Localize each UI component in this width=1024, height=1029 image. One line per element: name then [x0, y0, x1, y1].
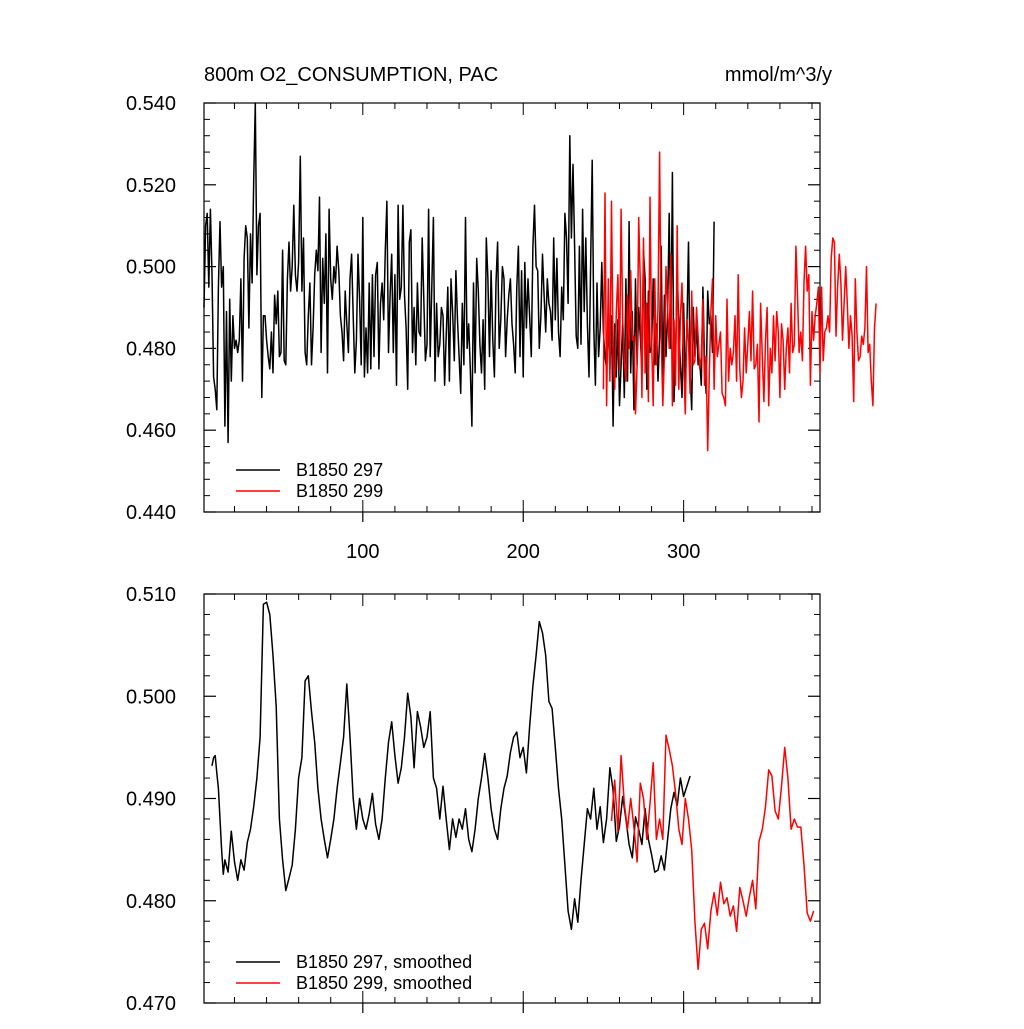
y-tick-label: 0.540 — [126, 93, 176, 115]
series-line-1 — [211, 601, 691, 931]
x-tick-label: 200 — [507, 541, 540, 563]
y-tick-label: 0.470 — [126, 993, 176, 1015]
y-tick-label: 0.480 — [126, 338, 176, 360]
panel-1: 0.440 0.460 0.480 0.500 0.520 0.540 100 200 300 B… — [126, 93, 877, 563]
y-tick-label: 0.500 — [126, 686, 176, 708]
y-tick-label: 0.520 — [126, 175, 176, 197]
y-tick-label: 0.490 — [126, 789, 176, 811]
y-tick-label: 0.500 — [126, 257, 176, 279]
legend-label: B1850 297, smoothed — [296, 952, 472, 972]
panel-2: 0.470 0.480 0.490 0.500 0.510 B1850 297, smoo… — [126, 584, 821, 1015]
series-line-2 — [610, 734, 815, 971]
plot-title: 800m O2_CONSUMPTION, PAC — [204, 64, 499, 86]
y-tick-label: 0.480 — [126, 891, 176, 913]
y-tick-label: 0.440 — [126, 502, 176, 524]
y-tick-label: 0.510 — [126, 584, 176, 606]
plot-frame — [203, 593, 821, 1004]
legend-label: B1850 299 — [296, 481, 383, 501]
legend-label: B1850 297 — [296, 460, 383, 480]
units-label: mmol/m^3/y — [724, 64, 832, 86]
y-tick-label: 0.460 — [126, 420, 176, 442]
legend-label: B1850 299, smoothed — [296, 973, 472, 993]
series-line-2 — [602, 151, 877, 452]
series-line-1 — [203, 102, 715, 444]
x-tick-label: 100 — [346, 541, 379, 563]
x-tick-label: 300 — [667, 541, 700, 563]
